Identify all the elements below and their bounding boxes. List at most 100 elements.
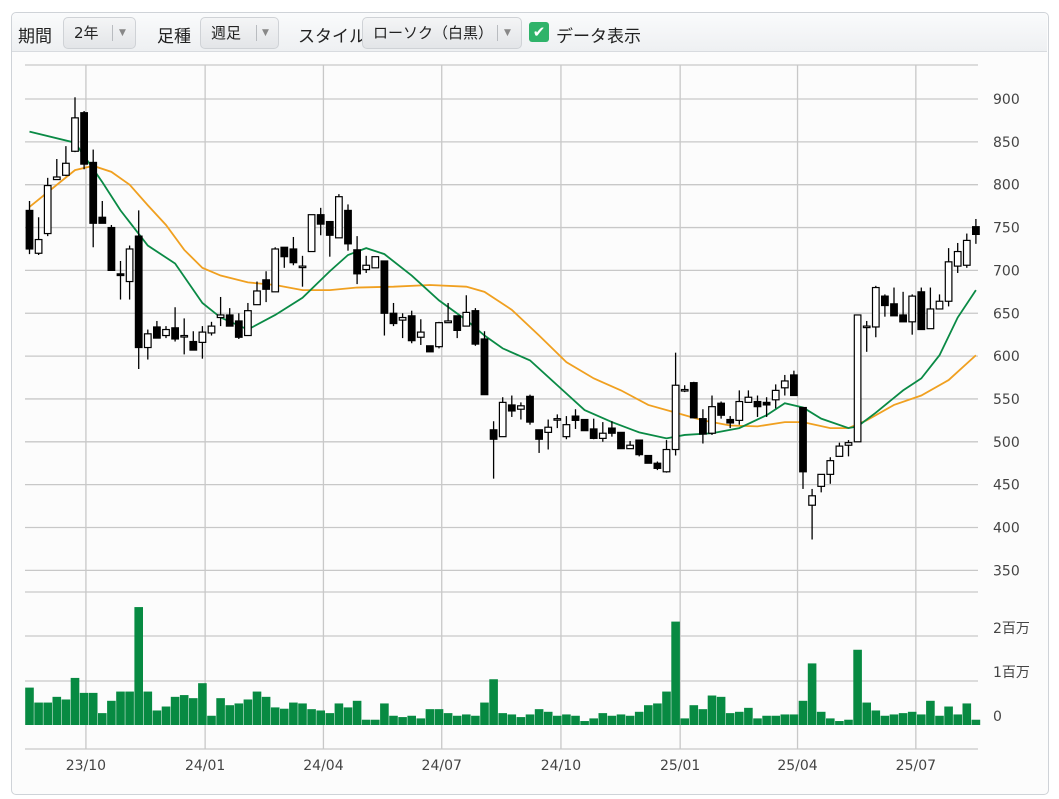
volume-bar [553,715,562,725]
volume-bar [270,707,280,725]
volume-bar [25,687,34,725]
volume-bar [962,703,972,725]
candle-up [562,424,571,438]
volume-bar [644,705,653,725]
candle-up [744,396,753,403]
candle-up [935,300,944,310]
volume-bar [252,691,262,725]
candle-up [862,325,871,329]
period-dropdown[interactable]: 2年 ▼ [63,17,136,49]
interval-value: 週足 [211,24,242,42]
candle-up [771,389,780,401]
volume-bar [826,718,835,725]
volume-bar [580,721,589,725]
volume-bar [43,702,52,725]
candle-up [853,314,862,443]
volume-bar [462,714,471,725]
volume-bar [889,714,899,725]
candle-up [808,495,816,506]
candle-down [89,161,98,224]
volume-bar [143,691,153,725]
show-data-label[interactable]: データ表示 [556,27,641,47]
volume-bar [698,709,708,725]
candle-down [762,401,771,406]
volume-bar [407,715,416,725]
candle-down [453,315,462,331]
price-tick-label: 700 [993,263,1020,279]
candle-down [407,315,416,342]
volume-bar [443,713,453,725]
candle-up [871,286,880,328]
interval-dropdown[interactable]: 週足 ▼ [200,17,279,49]
candle-down [480,338,489,396]
time-tick-label: 24/07 [422,758,462,774]
candle-down [380,260,389,314]
candle-down [471,310,480,345]
style-label: スタイル [298,27,366,47]
dropdown-separator [112,25,113,41]
volume-bar [716,696,726,725]
style-dropdown[interactable]: ローソク（白黒） ▼ [362,17,522,49]
candle-down [717,402,725,416]
chevron-down-icon: ▼ [262,28,269,38]
volume-bar [161,706,171,725]
candle-down [25,209,34,250]
candle-up [162,328,170,337]
candle-up [180,334,189,338]
time-tick-label: 25/04 [777,758,817,774]
time-tick-label: 23/10 [66,758,106,774]
candle-down [116,273,125,277]
volume-bar [525,714,535,725]
candle-up [43,184,52,235]
candle-up [626,444,634,450]
dropdown-separator [256,25,257,41]
volume-bar [744,707,753,725]
candle-up [516,405,525,410]
ma-short-line [29,130,977,440]
price-tick-label: 350 [993,563,1020,579]
volume-bar [516,717,526,725]
volume-bar [207,715,216,725]
show-data-checkbox[interactable]: ✔ [529,22,549,42]
candle-down [80,112,89,165]
candle-up [362,264,371,271]
volume-bar [935,715,944,725]
candle-up [708,406,716,434]
candle-up [544,426,553,433]
candle-down [607,427,616,434]
time-tick-label: 24/01 [185,758,225,774]
volume-bar [926,700,935,725]
volume-bar [944,706,953,725]
candle-down [325,220,334,236]
volume-bar [762,715,771,725]
volume-bar [434,709,444,725]
style-value: ローソク（白黒） [373,24,494,42]
candle-up [944,261,953,302]
volume-bar [371,719,380,725]
volume-bar [425,709,435,725]
volume-bar [625,715,635,725]
volume-bar [534,709,544,725]
candle-up [926,308,935,330]
ma-long-line [28,164,977,429]
volume-bar [598,713,608,725]
candle-up [253,290,261,306]
candle-down [689,382,698,419]
candle-up [335,196,343,239]
volume-bar [589,718,598,725]
volume-bar [298,703,307,725]
candle-up [444,320,452,324]
candle-up [462,311,471,327]
volume-bar [780,714,790,725]
volume-bar [844,719,853,725]
volume-bar [735,711,744,725]
volume-bar [489,679,498,725]
price-tick-label: 850 [993,135,1020,151]
volume-bar [917,714,926,725]
candle-up [844,442,853,446]
candle-up [244,310,252,337]
volume-bar [507,714,517,725]
candle-down [571,415,580,421]
volume-bar [198,683,207,725]
